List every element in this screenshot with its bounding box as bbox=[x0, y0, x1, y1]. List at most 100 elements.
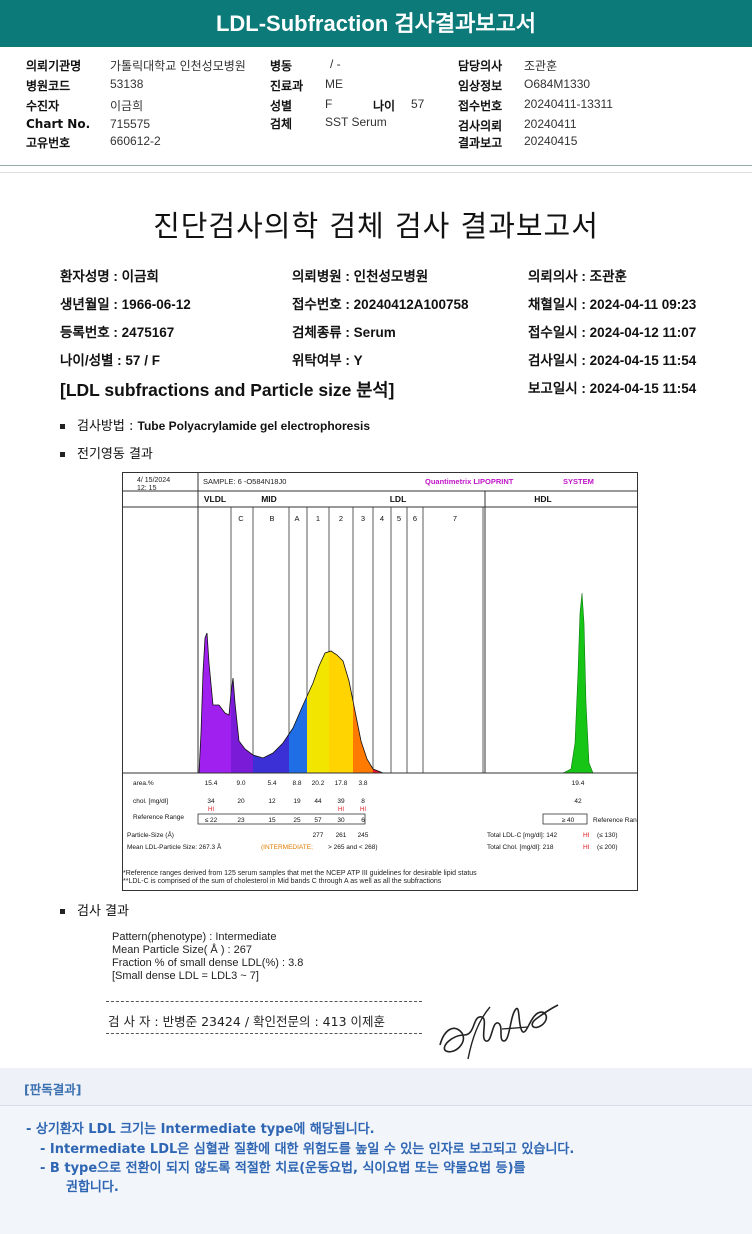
band-group-label: VLDL bbox=[204, 494, 226, 504]
result-label: 검사 결과 bbox=[77, 904, 129, 919]
particle-value: 261 bbox=[336, 832, 347, 839]
bullet-icon bbox=[60, 452, 65, 457]
ref-value: 15 bbox=[268, 817, 276, 824]
hi-flag: HI bbox=[360, 807, 366, 813]
hdr-label: 결과보고 bbox=[458, 136, 503, 150]
hdr-label: 의뢰기관명 bbox=[26, 59, 82, 73]
bullet-icon bbox=[60, 909, 65, 914]
patient-name: 환자성명 : 이금희 bbox=[60, 269, 159, 284]
total-ldl: Total LDL-C [mg/dl]: 142 bbox=[487, 832, 557, 839]
chol-value: 8 bbox=[361, 798, 365, 805]
signature-rule bbox=[106, 1001, 422, 1002]
band-label: 3 bbox=[361, 514, 365, 523]
hdr-value: 57 bbox=[411, 97, 425, 111]
mean-pattern: (INTERMEDIATE; bbox=[261, 844, 313, 851]
chart-time: 12: 15 bbox=[137, 485, 157, 492]
hdr-value: 이금희 bbox=[110, 99, 144, 113]
hdr-value: F bbox=[325, 97, 333, 111]
hdr-label: 나이 bbox=[373, 99, 396, 113]
profile-band-fill bbox=[307, 633, 329, 773]
row-label: Reference Range bbox=[133, 814, 184, 821]
particle-label: Particle-Size (Å) bbox=[127, 830, 174, 839]
electrophoresis-label: 전기영동 결과 bbox=[77, 447, 153, 462]
method-label: 검사방법 : bbox=[77, 419, 138, 434]
request-header: 의뢰기관명 가톨릭대학교 인천성모병원 병동 / - 담당의사 조관훈 병원코드… bbox=[0, 47, 752, 167]
report-time: 보고일시 : 2024-04-15 11:54 bbox=[528, 381, 697, 396]
total-chol-ref: (≤ 200) bbox=[597, 844, 618, 851]
hdr-label: 진료과 bbox=[270, 79, 304, 93]
hdr-value: 20240415 bbox=[524, 134, 578, 148]
chart-brand: Quantimetrix LIPOPRINT bbox=[425, 477, 514, 486]
hdr-label: 병원코드 bbox=[26, 79, 71, 93]
hdr-label: Chart No. bbox=[26, 117, 91, 131]
chol-value: 19 bbox=[293, 798, 301, 805]
hdl-peak bbox=[562, 592, 594, 774]
hdr-value: 660612-2 bbox=[110, 134, 161, 148]
hdl-area-value: 19.4 bbox=[572, 780, 585, 787]
profile-band-fill bbox=[253, 633, 289, 773]
ref-value: 25 bbox=[293, 817, 301, 824]
mean-size: Mean LDL-Particle Size: 267.3 Å bbox=[127, 842, 222, 851]
judgement-title: [판독결과] bbox=[24, 1082, 82, 1097]
total-ldl-ref: (≤ 130) bbox=[597, 832, 618, 839]
hi-flag: HI bbox=[338, 807, 344, 813]
profile-band-fill bbox=[353, 633, 373, 773]
birth-date: 생년월일 : 1966-06-12 bbox=[60, 297, 191, 312]
area-value: 9.0 bbox=[236, 780, 245, 787]
band-label: A bbox=[294, 514, 299, 523]
header-divider bbox=[0, 165, 752, 166]
row-label: area.% bbox=[133, 780, 154, 787]
lipoprint-chart: 4/ 15/2024 12: 15 SAMPLE: 6 -O584N18J0 Quan… bbox=[122, 472, 644, 891]
chol-value: 34 bbox=[207, 798, 215, 805]
hdr-label: 담당의사 bbox=[458, 59, 503, 73]
profile-outline bbox=[198, 632, 384, 774]
hdr-value: SST Serum bbox=[325, 115, 387, 129]
hdr-label: 수진자 bbox=[26, 99, 60, 113]
chart-sample: SAMPLE: 6 -O584N18J0 bbox=[203, 477, 286, 486]
collection-time: 채혈일시 : 2024-04-11 09:23 bbox=[528, 297, 697, 312]
judgement-line: - B type으로 전환이 되지 않도록 적절한 치료(운동요법, 식이요법 … bbox=[40, 1161, 526, 1176]
hdr-value: 20240411 bbox=[524, 117, 577, 131]
test-time: 검사일시 : 2024-04-15 11:54 bbox=[528, 353, 697, 368]
chol-value: 39 bbox=[337, 798, 345, 805]
judgement-line: 권합니다. bbox=[66, 1180, 119, 1195]
outsourced-flag: 위탁여부 : Y bbox=[292, 353, 363, 368]
total-ldl-flag: HI bbox=[583, 832, 590, 839]
mean-ref: > 265 and < 268) bbox=[328, 844, 378, 851]
hdr-value: / - bbox=[330, 57, 341, 71]
area-value: 17.8 bbox=[335, 780, 348, 787]
pattern-line: Pattern(phenotype) : Intermediate bbox=[112, 931, 277, 943]
accession-number: 접수번호 : 20240412A100758 bbox=[292, 297, 469, 312]
profile-band-fill bbox=[373, 633, 383, 773]
requesting-doctor: 의뢰의사 : 조관훈 bbox=[528, 269, 627, 284]
received-time: 접수일시 : 2024-04-12 11:07 bbox=[528, 325, 697, 340]
hdr-label: 임상정보 bbox=[458, 79, 503, 93]
profile-band-fill bbox=[199, 633, 231, 773]
hdr-value: ME bbox=[325, 77, 343, 91]
judgement-panel: [판독결과] - 상기환자 LDL 크기는 Intermediate type에… bbox=[0, 1068, 752, 1234]
requesting-hospital: 의뢰병원 : 인천성모병원 bbox=[292, 269, 429, 284]
hdr-value: 가톨릭대학교 인천성모병원 bbox=[110, 59, 246, 73]
band-label: B bbox=[269, 514, 274, 523]
bullet-icon bbox=[60, 424, 65, 429]
band-label: 4 bbox=[380, 514, 384, 523]
area-value: 8.8 bbox=[292, 780, 301, 787]
area-value: 3.8 bbox=[358, 780, 367, 787]
band-label: 6 bbox=[413, 514, 417, 523]
electrophoresis-line: 전기영동 결과 bbox=[60, 443, 153, 462]
report-title: 진단검사의학 검체 검사 결과보고서 bbox=[153, 209, 599, 243]
particle-value: 245 bbox=[358, 832, 369, 839]
ref-box bbox=[197, 813, 366, 825]
total-chol: Total Chol. [mg/dl]: 218 bbox=[487, 844, 554, 851]
band-label: 1 bbox=[316, 514, 320, 523]
chol-value: 44 bbox=[314, 798, 322, 805]
hdr-value: 715575 bbox=[110, 117, 151, 131]
signature-image bbox=[439, 1004, 559, 1060]
judgement-line: - 상기환자 LDL 크기는 Intermediate type에 해당됩니다. bbox=[26, 1122, 375, 1137]
judgement-line: - Intermediate LDL은 심혈관 질환에 대한 위험도를 높일 수… bbox=[40, 1142, 575, 1157]
section-heading: [LDL subfractions and Particle size 분석] bbox=[60, 380, 395, 400]
band-group-label: LDL bbox=[390, 494, 407, 504]
area-value: 15.4 bbox=[205, 780, 218, 787]
chart-brand-suffix: SYSTEM bbox=[563, 477, 594, 486]
